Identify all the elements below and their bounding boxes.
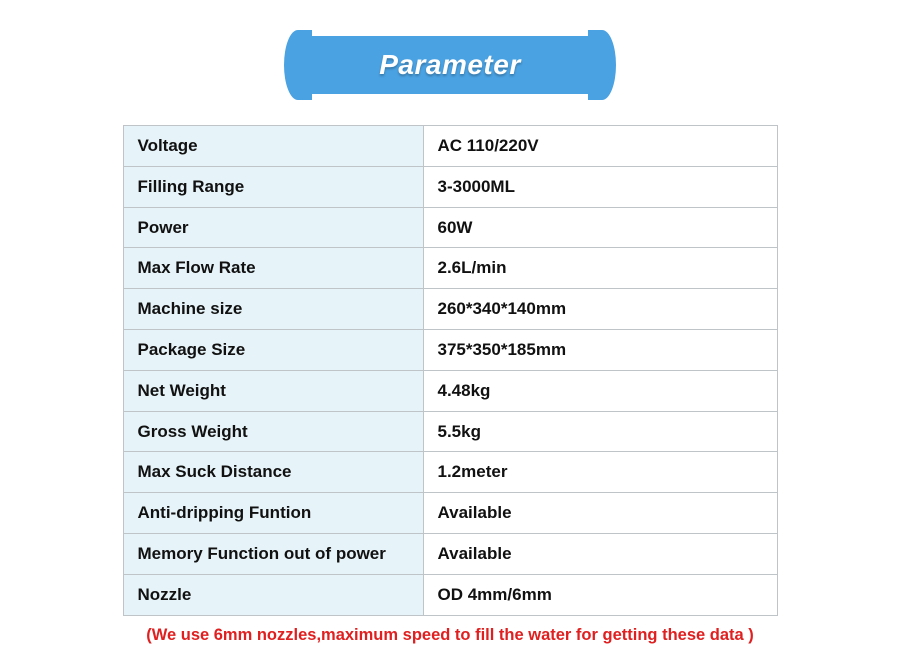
spec-value: 5.5kg — [423, 411, 777, 452]
spec-label: Max Flow Rate — [123, 248, 423, 289]
table-row: Memory Function out of powerAvailable — [123, 533, 777, 574]
table-row: Package Size375*350*185mm — [123, 329, 777, 370]
table-row: Max Suck Distance1.2meter — [123, 452, 777, 493]
spec-value: 3-3000ML — [423, 166, 777, 207]
banner-ribbon-right — [588, 30, 616, 100]
spec-label: Power — [123, 207, 423, 248]
spec-label: Gross Weight — [123, 411, 423, 452]
table-row: Filling Range3-3000ML — [123, 166, 777, 207]
spec-value: OD 4mm/6mm — [423, 574, 777, 615]
spec-label: Max Suck Distance — [123, 452, 423, 493]
table-row: Gross Weight5.5kg — [123, 411, 777, 452]
spec-label: Memory Function out of power — [123, 533, 423, 574]
table-row: Power60W — [123, 207, 777, 248]
spec-value: Available — [423, 493, 777, 534]
spec-label: Nozzle — [123, 574, 423, 615]
spec-label: Voltage — [123, 126, 423, 167]
footnote: (We use 6mm nozzles,maximum speed to fil… — [123, 626, 778, 645]
spec-value: 4.48kg — [423, 370, 777, 411]
spec-label: Net Weight — [123, 370, 423, 411]
spec-label: Package Size — [123, 329, 423, 370]
spec-value: 260*340*140mm — [423, 289, 777, 330]
spec-value: 2.6L/min — [423, 248, 777, 289]
table-row: VoltageAC 110/220V — [123, 126, 777, 167]
spec-label: Anti-dripping Funtion — [123, 493, 423, 534]
spec-value: 60W — [423, 207, 777, 248]
spec-value: 375*350*185mm — [423, 329, 777, 370]
spec-value: Available — [423, 533, 777, 574]
spec-table-body: VoltageAC 110/220V Filling Range3-3000ML… — [123, 126, 777, 616]
banner-body: Parameter — [290, 36, 610, 94]
banner-title: Parameter — [379, 49, 520, 81]
spec-table: VoltageAC 110/220V Filling Range3-3000ML… — [123, 125, 778, 616]
table-row: Max Flow Rate2.6L/min — [123, 248, 777, 289]
spec-table-container: VoltageAC 110/220V Filling Range3-3000ML… — [123, 125, 778, 645]
spec-label: Machine size — [123, 289, 423, 330]
spec-value: AC 110/220V — [423, 126, 777, 167]
spec-label: Filling Range — [123, 166, 423, 207]
table-row: NozzleOD 4mm/6mm — [123, 574, 777, 615]
spec-value: 1.2meter — [423, 452, 777, 493]
table-row: Anti-dripping FuntionAvailable — [123, 493, 777, 534]
parameter-banner: Parameter — [290, 30, 610, 100]
table-row: Net Weight4.48kg — [123, 370, 777, 411]
table-row: Machine size260*340*140mm — [123, 289, 777, 330]
